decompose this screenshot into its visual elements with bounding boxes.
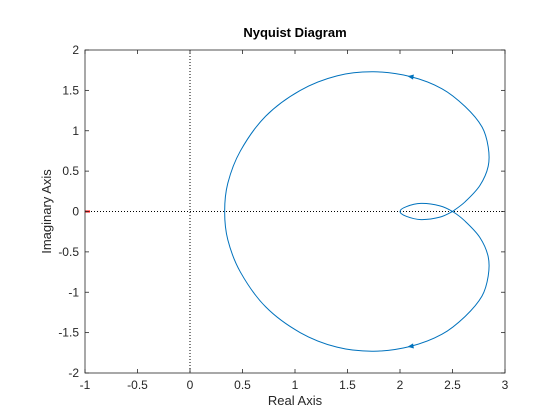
curve-layer — [85, 71, 490, 352]
y-tick-label: 1.5 — [62, 83, 79, 97]
x-tick-label: 1.5 — [339, 378, 356, 392]
y-tick-label: 2 — [72, 43, 79, 57]
x-tick-label: 2.5 — [444, 378, 461, 392]
x-tick-label: 3 — [502, 378, 509, 392]
direction-arrow-marker — [407, 343, 414, 349]
nyquist-curve-line — [224, 71, 490, 352]
y-tick-label: 0 — [72, 205, 79, 219]
chart-title: Nyquist Diagram — [243, 25, 346, 40]
y-tick-label: -0.5 — [58, 245, 79, 259]
x-ticks: -1 -0.5 0 0.5 1 1.5 2 2.5 3 — [80, 50, 509, 392]
x-tick-label: 2 — [397, 378, 404, 392]
y-axis-label: Imaginary Axis — [39, 169, 54, 254]
y-tick-label: -1.5 — [58, 326, 79, 340]
x-tick-label: 0.5 — [234, 378, 251, 392]
reference-lines — [85, 50, 505, 373]
y-tick-label: -2 — [68, 366, 79, 380]
y-tick-label: 0.5 — [62, 164, 79, 178]
x-tick-label: 1 — [292, 378, 299, 392]
x-tick-label: 0 — [187, 378, 194, 392]
y-tick-label: 1 — [72, 124, 79, 138]
x-tick-label: -0.5 — [127, 378, 148, 392]
y-ticks: -2 -1.5 -1 -0.5 0 0.5 1 1.5 2 — [58, 43, 505, 380]
x-tick-label: -1 — [80, 378, 91, 392]
direction-arrow-marker — [407, 74, 414, 80]
y-tick-label: -1 — [68, 285, 79, 299]
x-axis-label: Real Axis — [268, 393, 323, 408]
